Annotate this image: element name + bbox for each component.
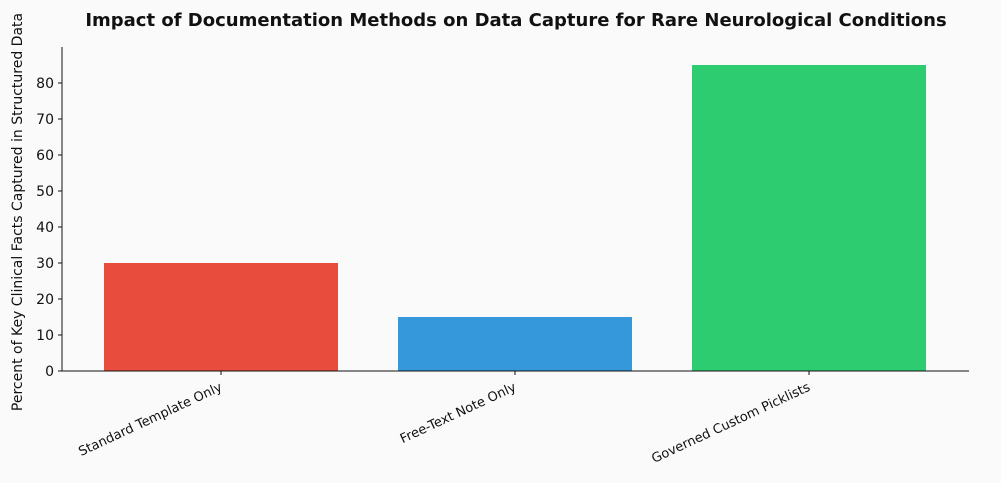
y-tick-label: 30 [36,256,54,272]
chart-title: Impact of Documentation Methods on Data … [85,10,946,31]
y-tick-label: 0 [45,364,54,380]
x-tick-label: Free-Text Note Only [398,380,519,447]
y-tick-label: 50 [36,184,54,200]
y-tick-label: 60 [36,148,54,164]
bars-group [104,65,926,371]
bar-2 [398,317,632,371]
y-ticks-group: 0 10 20 30 40 50 60 70 80 [36,76,62,380]
y-tick-label: 80 [36,76,54,92]
y-tick-label: 20 [36,292,54,308]
y-tick-label: 10 [36,328,54,344]
x-ticks-group: Standard Template Only Free-Text Note Onl… [76,371,813,467]
y-tick-label: 40 [36,220,54,236]
bar-1 [104,263,338,371]
y-tick-label: 70 [36,112,54,128]
bar-3 [692,65,926,371]
x-tick-label: Standard Template Only [76,380,224,460]
x-tick-label: Governed Custom Picklists [649,380,812,467]
y-axis-label: Percent of Key Clinical Facts Captured i… [10,13,26,411]
